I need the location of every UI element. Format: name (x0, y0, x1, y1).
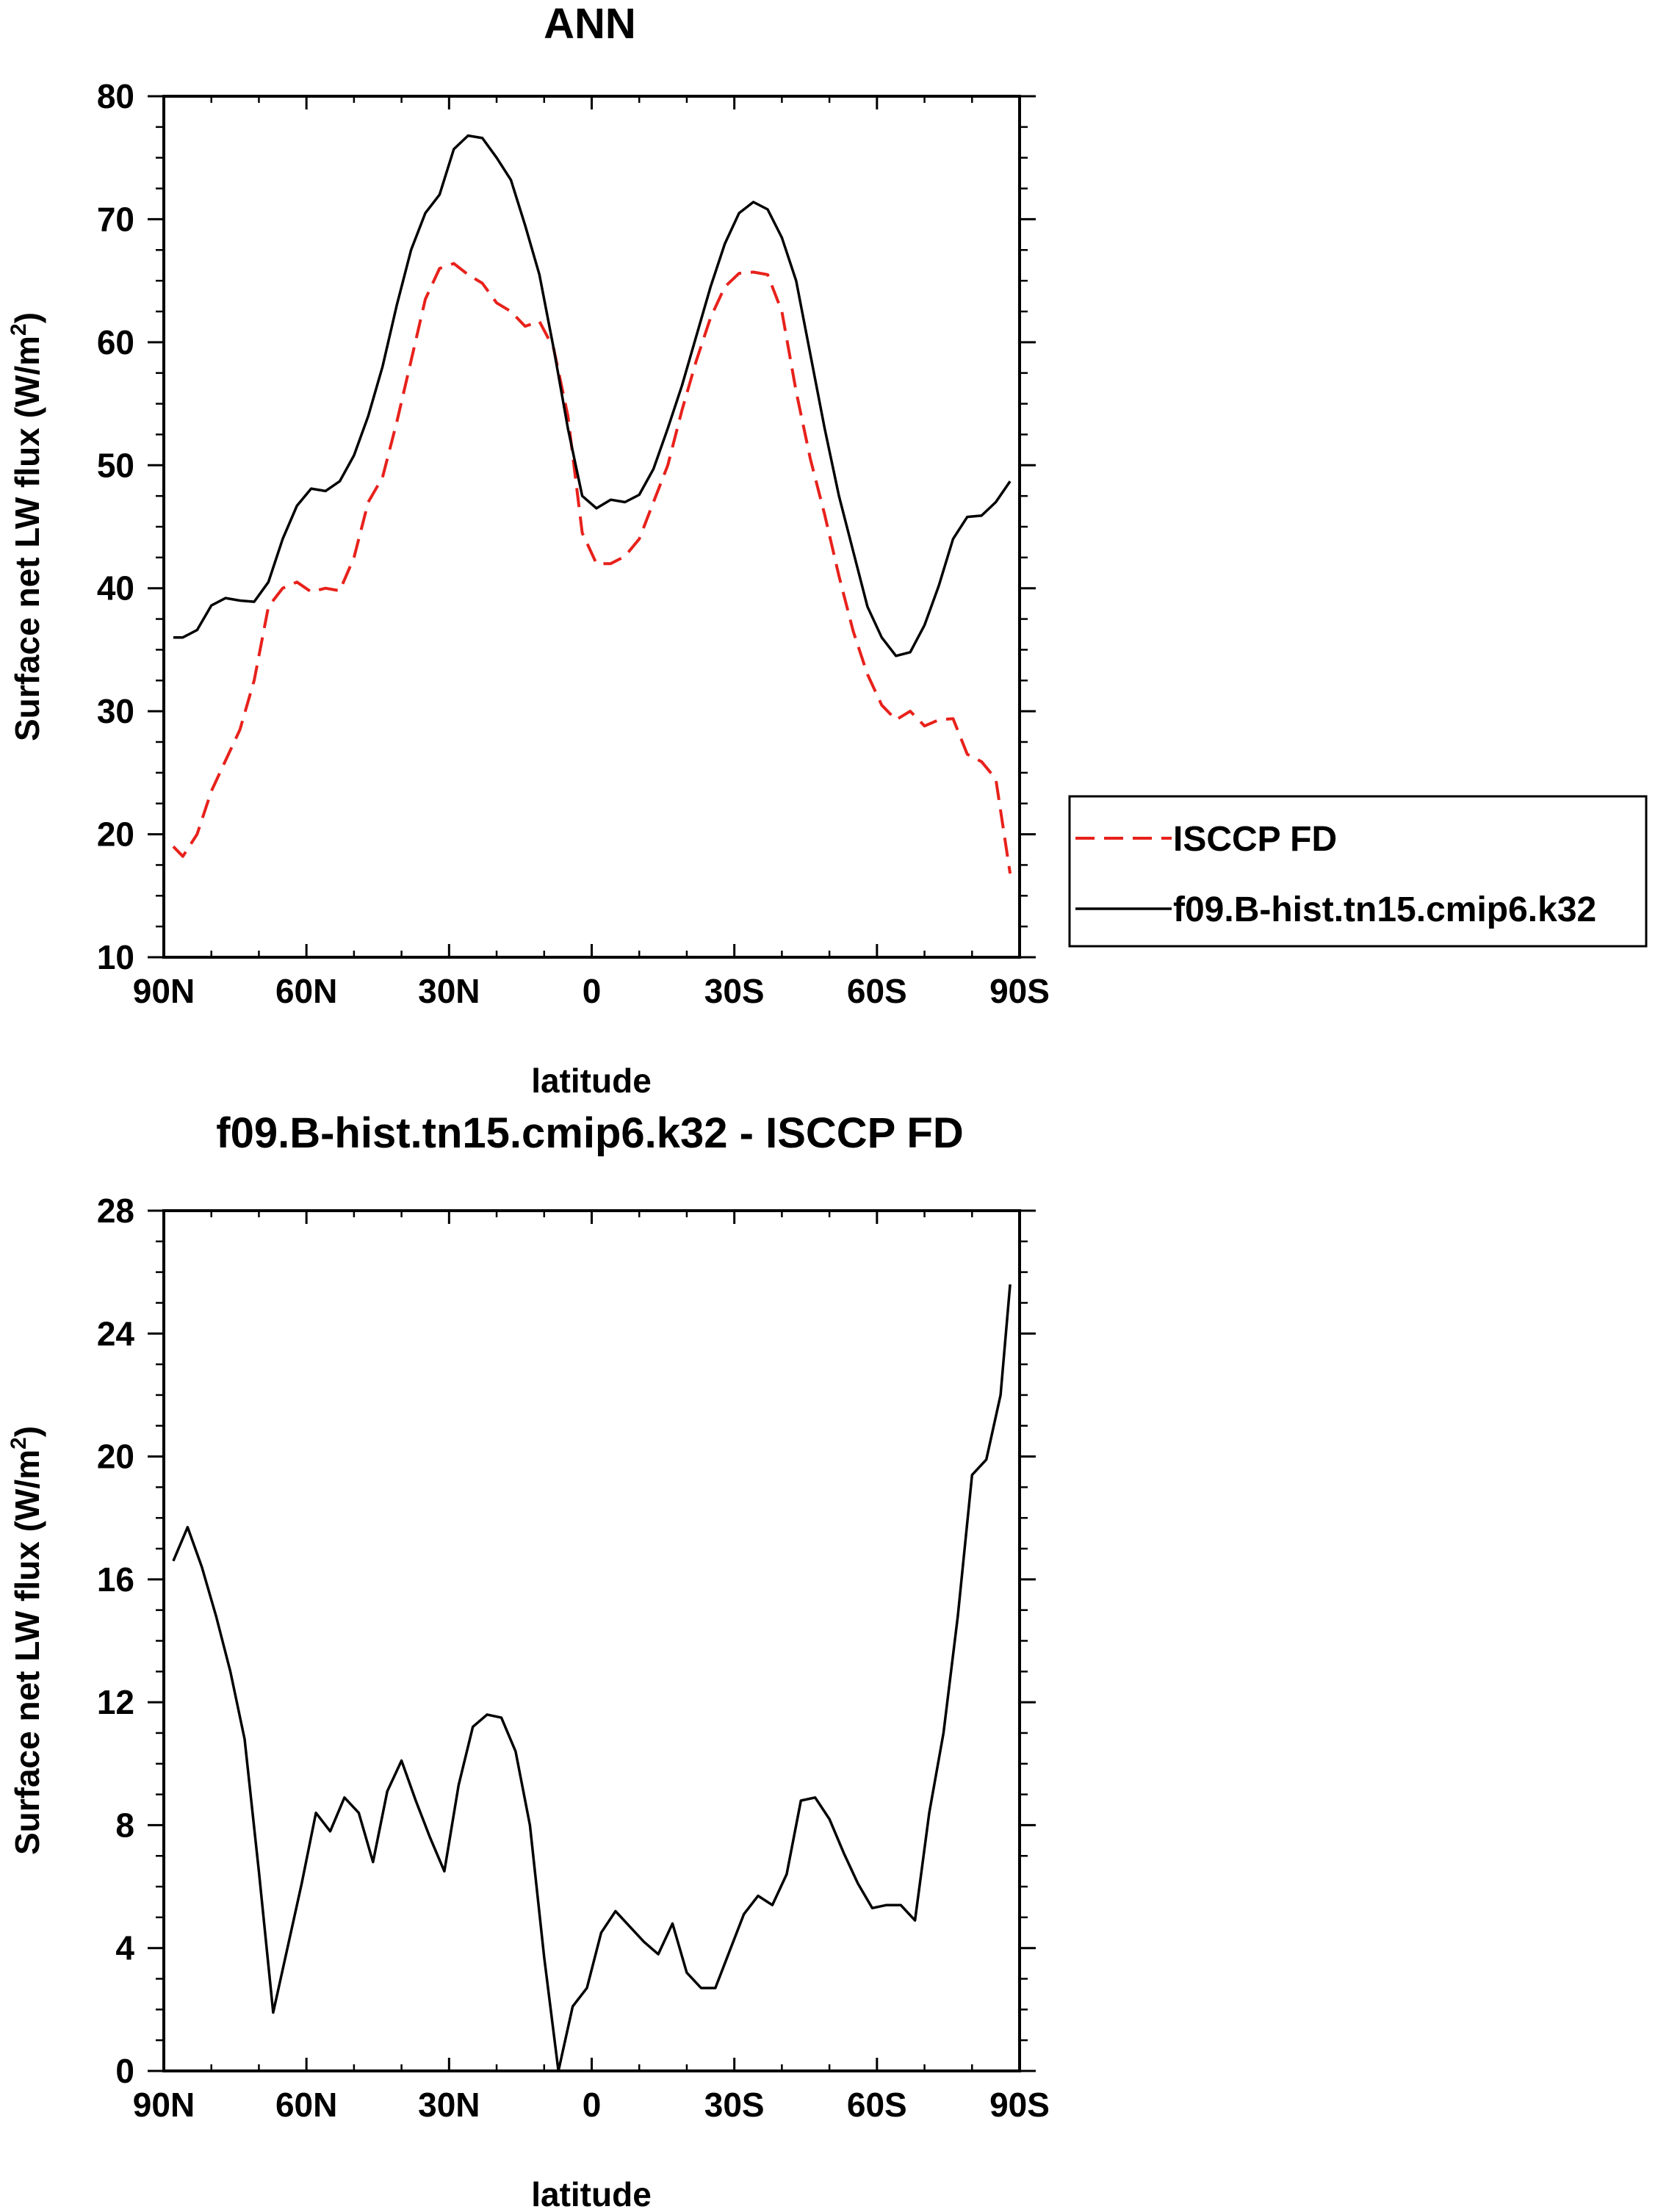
top-y-tick-label: 40 (97, 569, 134, 608)
bottom-y-tick-label: 12 (97, 1683, 134, 1721)
top-x-tick-label: 90N (133, 972, 195, 1010)
bottom-y-tick-label: 4 (115, 1929, 134, 1967)
bottom-x-tick-label: 30S (704, 2086, 765, 2124)
bottom-x-tick-label: 0 (583, 2086, 602, 2124)
top-y-tick-label: 50 (97, 446, 134, 484)
bottom-y-tick-label: 28 (97, 1192, 134, 1230)
top-series-line-model (173, 134, 1012, 658)
top-x-axis-label: latitude (531, 1062, 652, 1100)
top-y-tick-label: 20 (97, 815, 134, 854)
top-y-tick-label: 60 (97, 323, 134, 361)
legend-label-isccp: ISCCP FD (1173, 820, 1337, 859)
top-x-tick-label: 60S (847, 972, 907, 1010)
bottom-plot-frame (162, 1209, 1021, 2072)
top-chart-title: ANN (544, 0, 636, 48)
top-x-tick-label: 60N (275, 972, 337, 1010)
top-y-tick-label: 80 (97, 77, 134, 115)
top-x-tick-label: 30N (418, 972, 480, 1010)
top-x-tick-label: 90S (989, 972, 1050, 1010)
bottom-x-tick-label: 60N (275, 2086, 337, 2124)
top-plot-frame (162, 95, 1021, 959)
top-y-tick-label: 10 (97, 938, 134, 976)
bottom-x-tick-label: 60S (847, 2086, 907, 2124)
bottom-x-tick-label: 90N (133, 2086, 195, 2124)
bottom-x-axis-label: latitude (531, 2175, 652, 2212)
bottom-series-line-difference (172, 1284, 1012, 2072)
bottom-x-tick-label: 30N (418, 2086, 480, 2124)
bottom-y-tick-label: 8 (115, 1806, 134, 1844)
top-x-tick-label: 30S (704, 972, 765, 1010)
bottom-y-tick-label: 24 (97, 1314, 135, 1352)
top-y-axis-label: Surface net LW flux (W/m2) (7, 312, 46, 741)
bottom-chart-title: f09.B-hist.tn15.cmip6.k32 - ISCCP FD (216, 1109, 963, 1157)
legend: ISCCP FD f09.B-hist.tn15.cmip6.k32 (1068, 795, 1648, 948)
bottom-x-tick-label: 90S (989, 2086, 1050, 2124)
top-series-line-isccp (172, 262, 1012, 874)
top-y-tick-label: 30 (97, 692, 134, 730)
top-y-tick-label: 70 (97, 200, 134, 238)
bottom-y-tick-label: 20 (97, 1438, 134, 1476)
bottom-y-tick-label: 0 (115, 2052, 134, 2090)
bottom-y-axis-label: Surface net LW flux (W/m2) (7, 1426, 46, 1855)
bottom-panel: f09.B-hist.tn15.cmip6.k32 - ISCCP FD 90N… (7, 1109, 1050, 2212)
legend-label-model: f09.B-hist.tn15.cmip6.k32 (1173, 890, 1596, 929)
top-panel: ANN 90N 60N 30N 0 30S 60S 90S1020304050607080 … (7, 0, 1648, 1100)
legend-box (1068, 795, 1648, 948)
top-x-tick-label: 0 (583, 972, 602, 1010)
bottom-y-tick-label: 16 (97, 1560, 134, 1599)
